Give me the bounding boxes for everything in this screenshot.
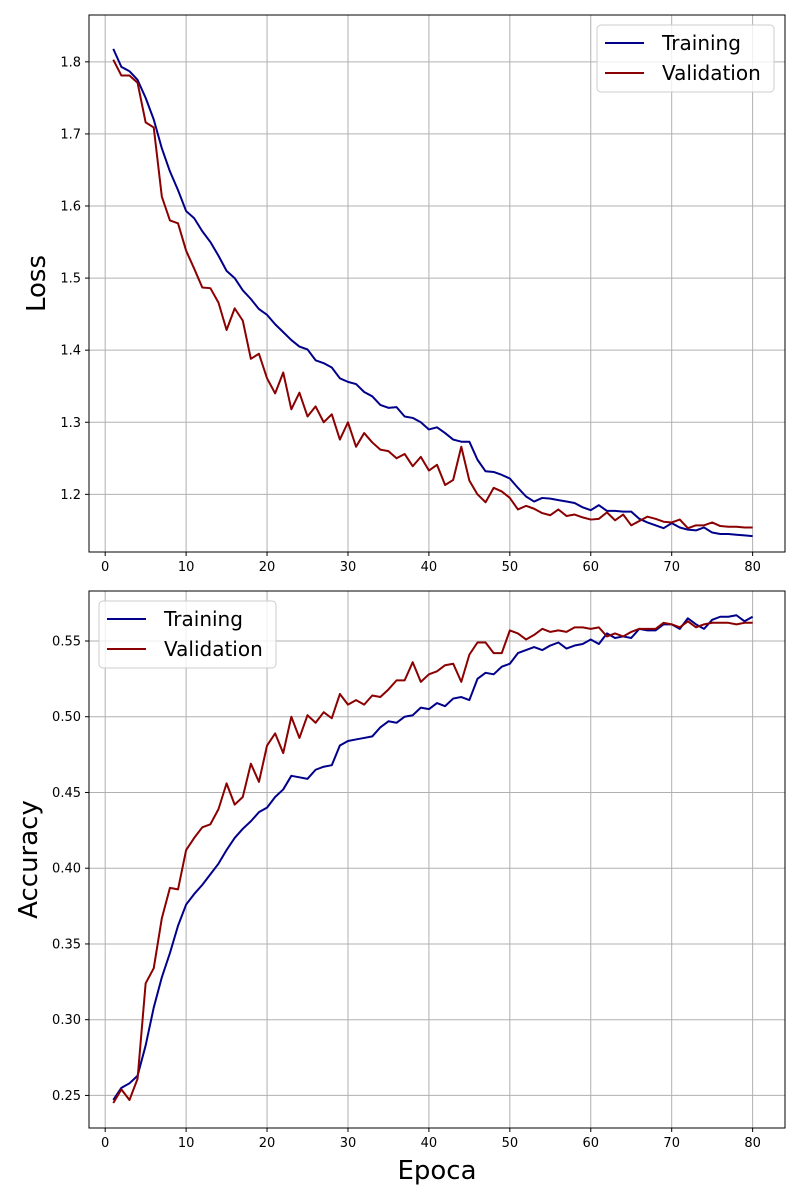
loss-legend-label-validation: Validation: [662, 61, 761, 85]
loss-series-lines: [112, 48, 753, 538]
accuracy-x-tick-label: 20: [259, 1136, 276, 1151]
accuracy-y-tick-label: 0.50: [52, 710, 81, 725]
accuracy-y-axis-label: Accuracy: [14, 800, 44, 919]
loss-y-tick-label: 1.2: [60, 488, 81, 503]
loss-y-axis-label: Loss: [22, 255, 52, 312]
loss-y-tick-label: 1.6: [60, 200, 81, 215]
accuracy-x-tick-label: 70: [663, 1136, 680, 1151]
accuracy-x-tick-label: 30: [340, 1136, 357, 1151]
loss-y-tick-label: 1.3: [60, 416, 81, 431]
loss-grid: [89, 15, 785, 552]
accuracy-ticks: 0 10 20 30 40 50 60 70 80 0.25 0.30 0.35 0.40 0.45 0.5…: [52, 634, 761, 1151]
loss-legend-box: [596, 24, 775, 93]
accuracy-legend-label-training: Training: [163, 607, 243, 631]
accuracy-plot-frame: [88, 590, 786, 1129]
accuracy-y-tick-label: 0.40: [52, 862, 81, 877]
accuracy-legend-label-validation: Validation: [164, 637, 263, 661]
accuracy-x-tick-label: 10: [178, 1136, 195, 1151]
loss-y-tick-label: 1.4: [60, 344, 81, 359]
loss-x-tick-label: 70: [663, 560, 680, 575]
accuracy-y-tick-label: 0.35: [52, 937, 81, 952]
loss-x-tick-label: 60: [582, 560, 599, 575]
loss-x-tick-label: 10: [178, 560, 195, 575]
loss-y-tick-label: 1.5: [60, 272, 81, 287]
accuracy-y-tick-label: 0.45: [52, 786, 81, 801]
accuracy-x-tick-label: 80: [744, 1136, 761, 1151]
loss-legend: Training Validation: [596, 24, 775, 93]
loss-x-tick-label: 20: [259, 560, 276, 575]
loss-y-tick-label: 1.7: [60, 127, 81, 142]
accuracy-x-axis-label: Epoca: [397, 1156, 476, 1186]
accuracy-validation-line: [112, 620, 753, 1104]
loss-x-tick-label: 50: [502, 560, 519, 575]
loss-y-tick-label: 1.8: [60, 55, 81, 70]
accuracy-x-tick-label: 0: [101, 1136, 109, 1151]
accuracy-plot-background: [89, 591, 785, 1128]
accuracy-y-tick-label: 0.55: [52, 634, 81, 649]
accuracy-x-tick-label: 60: [582, 1136, 599, 1151]
accuracy-y-tick-label: 0.30: [52, 1013, 81, 1028]
accuracy-chart: 0 10 20 30 40 50 60 70 80 0.25 0.30 0.35 0.40 0.45 0.5…: [14, 590, 786, 1186]
accuracy-legend-box: [98, 600, 277, 669]
accuracy-legend: Training Validation: [98, 600, 277, 669]
accuracy-y-tick-label: 0.25: [52, 1089, 81, 1104]
loss-x-tick-label: 30: [340, 560, 357, 575]
loss-legend-label-training: Training: [661, 31, 741, 55]
loss-x-tick-label: 80: [744, 560, 761, 575]
loss-x-tick-label: 0: [101, 560, 109, 575]
accuracy-x-tick-label: 40: [421, 1136, 438, 1151]
accuracy-training-line: [112, 614, 754, 1101]
accuracy-x-tick-label: 50: [502, 1136, 519, 1151]
loss-training-line: [112, 48, 753, 538]
loss-ticks: 0 10 20 30 40 50 60 70 80 1.2 1.3 1.4 1.5 1.6 1.7 1.8: [60, 55, 761, 575]
accuracy-series-lines: [112, 614, 754, 1104]
loss-plot-background: [89, 15, 785, 552]
loss-plot-frame: [88, 14, 786, 553]
loss-chart: 0 10 20 30 40 50 60 70 80 1.2 1.3 1.4 1.5 1.6 1.7 1.8 L…: [22, 14, 786, 575]
loss-x-tick-label: 40: [421, 560, 438, 575]
loss-validation-line: [112, 59, 753, 530]
